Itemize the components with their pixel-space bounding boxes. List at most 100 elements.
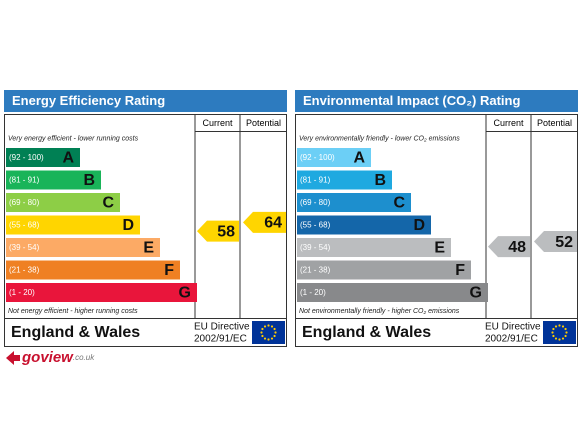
column-header: Potential [246,118,281,128]
band-range: (1 - 20) [9,288,35,297]
band-range: (55 - 68) [9,221,40,230]
band-bar [297,193,411,212]
band-bar [6,215,140,235]
band-letter: E [434,240,445,257]
eu-star [274,331,277,334]
eu-star [564,334,567,338]
rating-value: 58 [217,223,235,240]
eu-star [551,331,554,334]
band-bar [297,238,451,257]
top-note: Very energy efficient - lower running co… [8,135,139,142]
panel-header [295,90,578,112]
band-bar [6,283,197,302]
eu-star [267,324,270,327]
band-letter: F [164,262,174,279]
bottom-note: Not energy efficient - higher running co… [8,308,138,315]
band-letter: A [62,150,74,167]
band-letter: B [374,172,386,189]
country: England & Wales [11,324,140,341]
directive: EU Directive [194,322,250,333]
rating-arrow [534,231,577,253]
band-range: (81 - 91) [300,176,331,185]
eu-star [561,325,565,328]
rating-arrow [243,211,286,233]
logo: goview.co.uk [21,349,95,366]
eu-flag [543,321,576,344]
band-bar [6,193,120,212]
band-bar [297,215,431,235]
band-letter: C [393,195,405,212]
logo-icon [6,351,20,365]
band-range: (92 - 100) [300,153,335,162]
eu-flag [252,321,285,344]
rating-arrow [197,220,239,242]
band-letter: B [83,172,95,189]
band-letter: G [179,285,191,302]
band-range: (39 - 54) [9,243,40,252]
band-range: (39 - 54) [300,243,331,252]
panel-frame [4,114,287,347]
bottom-note: Not environmentally friendly - higher CO… [299,308,460,315]
eu-star [565,331,568,334]
band-bar [6,170,101,190]
band-letter: D [413,217,425,234]
column-header: Current [493,118,524,128]
band-letter: A [353,150,365,167]
band-bar [297,283,488,302]
band-bar [297,170,392,190]
eu-star [558,338,561,341]
eu-star [270,325,274,328]
band-range: (21 - 38) [300,266,331,275]
panel-frame [295,114,578,347]
panel-title: Energy Efficiency Rating [12,93,165,108]
band-letter: G [470,285,482,302]
eu-star [564,327,567,331]
column-header: Potential [537,118,572,128]
directive: 2002/91/EC [485,334,538,345]
eu-star [554,337,558,340]
eu-star [552,327,555,331]
band-bar [6,148,80,167]
rating-arrow [488,236,530,258]
eu-star [261,334,264,338]
eu-star [260,331,263,334]
band-range: (1 - 20) [300,288,326,297]
band-bar [6,260,180,280]
eu-star [558,324,561,327]
band-letter: F [455,262,465,279]
directive: 2002/91/EC [194,334,247,345]
directive: EU Directive [485,322,541,333]
band-range: (81 - 91) [9,176,40,185]
eu-star [261,327,264,331]
rating-value: 52 [555,234,573,251]
band-bar [6,238,160,257]
column-header: Current [202,118,233,128]
band-bar [297,260,471,280]
rating-value: 64 [264,215,282,232]
country: England & Wales [302,324,431,341]
eu-star [273,334,276,338]
band-range: (21 - 38) [9,266,40,275]
band-range: (69 - 80) [300,198,331,207]
band-bar [297,148,371,167]
eu-star [552,334,555,338]
band-letter: D [122,217,134,234]
top-note: Very environmentally friendly - lower CO… [299,135,460,142]
eu-star [270,337,274,340]
panel-title: Environmental Impact (CO₂) Rating [303,93,520,108]
band-letter: C [102,195,114,212]
eu-star [263,337,267,340]
band-range: (69 - 80) [9,198,40,207]
band-range: (55 - 68) [300,221,331,230]
band-range: (92 - 100) [9,153,44,162]
rating-value: 48 [508,239,526,256]
eu-star [273,327,276,331]
logo-name: goview [21,349,74,366]
eu-star [554,325,558,328]
eu-star [263,325,267,328]
eu-star [561,337,565,340]
panel-header [4,90,287,112]
band-letter: E [143,240,154,257]
